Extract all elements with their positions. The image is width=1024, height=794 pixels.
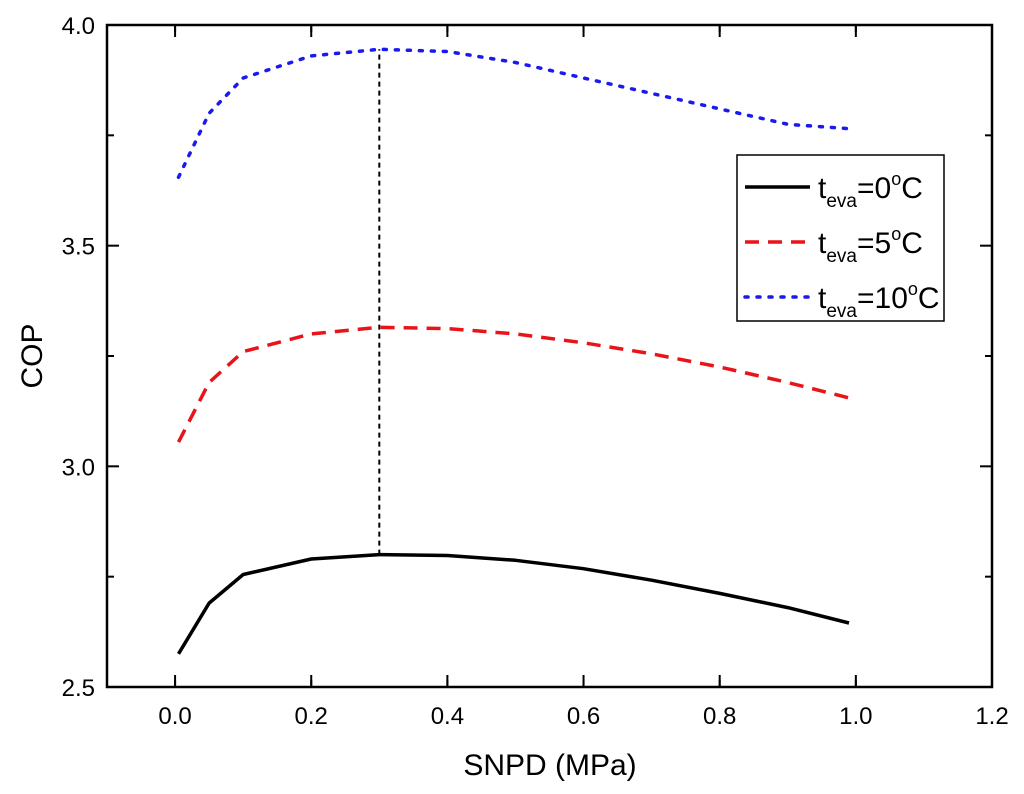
legend-label-0: teva=0oC bbox=[818, 169, 923, 212]
legend-box bbox=[736, 154, 945, 322]
y-tick-label: 3.0 bbox=[62, 454, 95, 481]
axis-ticks bbox=[107, 24, 993, 688]
legend-label-1: teva=5oC bbox=[818, 224, 923, 267]
x-tick-label: 0.0 bbox=[158, 703, 191, 730]
y-axis-label: COP bbox=[16, 323, 49, 388]
y-tick-label: 4.0 bbox=[62, 13, 95, 40]
x-tick-label: 0.4 bbox=[431, 703, 464, 730]
tick-labels: 0.0 0.2 0.4 0.6 0.8 1.0 1.2 2.5 3.0 3.5 4.0 bbox=[62, 13, 1009, 730]
legend-label-2: teva=10oC bbox=[818, 279, 940, 322]
x-tick-label: 1.2 bbox=[975, 703, 1008, 730]
legend-entries: teva=0oC teva=5oC teva=10oC bbox=[743, 169, 940, 322]
series-line-2 bbox=[176, 47, 851, 180]
x-tick-label: 0.8 bbox=[703, 703, 736, 730]
y-tick-label: 3.5 bbox=[62, 234, 95, 261]
series-lines bbox=[176, 47, 851, 655]
plot-frame bbox=[105, 23, 994, 689]
legend: teva=0oC teva=5oC teva=10oC bbox=[736, 154, 945, 322]
series-line-0 bbox=[177, 552, 850, 655]
x-axis-label: SNPD (MPa) bbox=[463, 749, 636, 782]
y-tick-label: 2.5 bbox=[62, 675, 95, 702]
x-tick-label: 1.0 bbox=[839, 703, 872, 730]
x-tick-label: 0.6 bbox=[567, 703, 600, 730]
x-tick-label: 0.2 bbox=[295, 703, 328, 730]
series-line-1 bbox=[176, 325, 850, 443]
